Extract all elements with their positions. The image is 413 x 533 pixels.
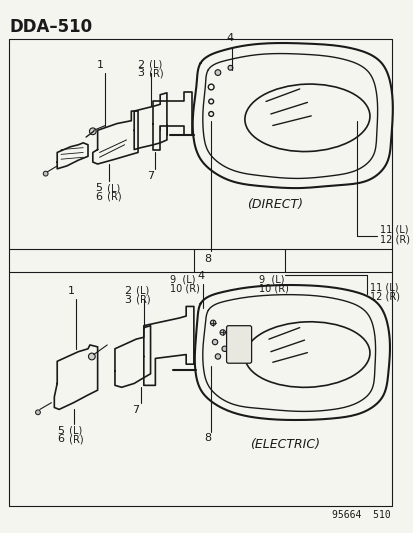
Text: 1: 1 (68, 286, 75, 296)
Text: 2: 2 (124, 286, 131, 296)
Circle shape (88, 353, 95, 360)
Text: (L): (L) (133, 286, 149, 296)
Text: 10 (R): 10 (R) (259, 284, 289, 293)
Text: 2: 2 (136, 60, 143, 70)
Text: 11 (L): 11 (L) (369, 282, 398, 292)
Circle shape (221, 346, 227, 351)
Text: (R): (R) (66, 434, 83, 445)
Circle shape (215, 354, 220, 359)
Text: 95664  510: 95664 510 (332, 511, 390, 520)
FancyBboxPatch shape (226, 326, 251, 363)
Text: 4: 4 (197, 271, 204, 281)
Text: 9  (L): 9 (L) (169, 274, 195, 285)
Circle shape (228, 66, 232, 70)
Text: 3: 3 (124, 295, 131, 304)
Circle shape (212, 340, 217, 345)
Text: 9  (L): 9 (L) (259, 274, 284, 285)
Text: 10 (R): 10 (R) (169, 284, 199, 293)
Text: DDA–510: DDA–510 (9, 18, 92, 36)
Circle shape (220, 330, 225, 335)
Text: 12 (R): 12 (R) (379, 234, 408, 244)
Text: 8: 8 (203, 433, 210, 443)
Text: 8: 8 (203, 254, 210, 263)
Text: 6: 6 (57, 434, 64, 445)
Text: 3: 3 (136, 68, 143, 78)
Circle shape (89, 128, 96, 135)
Text: (R): (R) (133, 295, 150, 304)
Text: (DIRECT): (DIRECT) (246, 198, 302, 211)
Circle shape (214, 70, 220, 76)
Circle shape (210, 320, 215, 326)
Text: 4: 4 (226, 33, 233, 43)
Text: 11 (L): 11 (L) (379, 224, 407, 235)
Text: (R): (R) (104, 192, 122, 202)
Text: (L): (L) (104, 183, 120, 193)
Text: 12 (R): 12 (R) (369, 292, 399, 302)
Text: 7: 7 (147, 171, 154, 181)
Text: 6: 6 (95, 192, 102, 202)
Text: (L): (L) (145, 60, 161, 70)
Circle shape (36, 410, 40, 415)
Circle shape (43, 171, 48, 176)
Text: 5: 5 (95, 183, 102, 193)
Text: 7: 7 (132, 405, 139, 415)
Text: (ELECTRIC): (ELECTRIC) (249, 438, 319, 451)
Text: (L): (L) (66, 426, 82, 436)
Text: (R): (R) (145, 68, 163, 78)
Text: 5: 5 (57, 426, 64, 436)
Text: 1: 1 (97, 60, 104, 70)
